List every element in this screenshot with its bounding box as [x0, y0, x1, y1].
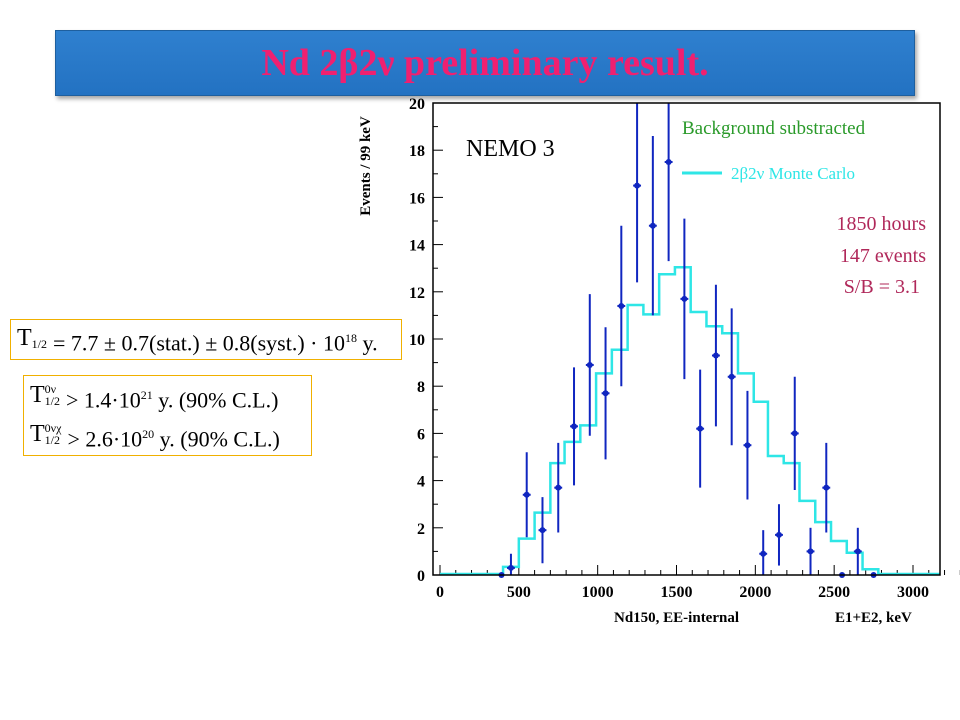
- limit-0v-value: > 1.4·10: [66, 387, 141, 413]
- limit-0vchi-symbol: T: [30, 421, 45, 447]
- limit-0v-superscript: 0ν: [44, 382, 57, 396]
- data-marker: [712, 352, 719, 359]
- limit-0vchi-subscript: 1/2: [44, 433, 61, 447]
- y-tick-label: 6: [417, 426, 425, 443]
- y-axis-label: Events / 99 keV: [358, 116, 374, 216]
- data-marker: [681, 295, 688, 302]
- data-point: [759, 530, 768, 575]
- y-tick-label: 14: [409, 238, 425, 255]
- data-point: [711, 284, 720, 427]
- x-tick-label: 1500: [661, 584, 693, 601]
- data-point: [727, 308, 736, 446]
- x-tick-label: 0: [436, 584, 444, 601]
- data-marker: [555, 484, 562, 491]
- data-point: [522, 452, 531, 538]
- background-note: Background substracted: [682, 118, 866, 139]
- x-tick-label: 1000: [582, 584, 614, 601]
- data-marker: [539, 527, 546, 534]
- experiment-label: NEMO 3: [466, 136, 555, 162]
- limit-0vchi-unit: y. (90% C.L.): [154, 426, 280, 452]
- limit-0v-exponent: 21: [140, 388, 153, 402]
- exposure-label: 1850 hours: [837, 213, 927, 235]
- data-point: [601, 327, 610, 460]
- limit-0v-subscript: 1/2: [44, 394, 61, 408]
- half-life-formula-box: T 0 1/2 = 7.7 ± 0.7(stat.) ± 0.8(syst.) …: [10, 319, 402, 360]
- data-marker: [728, 373, 735, 380]
- y-tick-label: 16: [409, 190, 425, 207]
- x-tick-label: 2500: [818, 584, 850, 601]
- signal-background-label: S/B = 3.1: [844, 276, 920, 298]
- data-point: [775, 504, 783, 566]
- limit-0v-symbol: T: [30, 382, 45, 408]
- data-marker: [586, 361, 593, 368]
- data-point: [853, 527, 862, 575]
- y-tick-label: 4: [417, 474, 425, 491]
- data-marker: [523, 491, 530, 498]
- y-tick-label: 18: [409, 143, 425, 160]
- half-life-value: = 7.7 ± 0.7(stat.) ± 0.8(syst.) · 10: [53, 330, 345, 356]
- limit-0v-unit: y. (90% C.L.): [152, 387, 279, 413]
- x-tick-label: 500: [507, 584, 531, 601]
- x-axis-label-left: Nd150, EE-internal: [614, 610, 739, 626]
- plot-frame: [432, 102, 941, 576]
- data-marker: [807, 548, 814, 555]
- data-point: [680, 218, 689, 380]
- data-marker: [854, 548, 861, 555]
- half-life-formula: T 0 1/2 = 7.7 ± 0.7(stat.) ± 0.8(syst.) …: [17, 324, 378, 357]
- data-point: [633, 103, 642, 283]
- data-marker: [744, 442, 751, 449]
- page-title: Nd 2β2ν preliminary result.: [261, 42, 709, 84]
- data-marker: [571, 423, 578, 430]
- x-tick-label: 3000: [897, 584, 929, 601]
- events-label: 147 events: [840, 245, 926, 267]
- data-marker: [602, 390, 609, 397]
- data-marker: [618, 302, 625, 309]
- data-point: [664, 103, 673, 262]
- title-banner: Nd 2β2ν preliminary result.: [55, 30, 915, 96]
- data-marker: [791, 430, 798, 437]
- limit-0vchi-formula: T 0νχ 1/2 > 2.6·1020 y. (90% C.L.): [30, 420, 280, 453]
- data-marker: [665, 159, 672, 165]
- data-point: [585, 294, 594, 436]
- data-point: [648, 136, 657, 316]
- mc-step-line: [440, 265, 940, 576]
- data-marker: [823, 484, 830, 491]
- data-marker: [775, 531, 782, 538]
- y-tick-label: 12: [409, 285, 425, 302]
- y-tick-label: 20: [409, 96, 425, 113]
- limit-0vchi-value: > 2.6·10: [67, 426, 143, 452]
- data-point: [570, 367, 578, 486]
- y-tick-label: 8: [417, 379, 425, 396]
- data-point: [790, 376, 799, 491]
- data-marker: [760, 550, 767, 557]
- data-point: [617, 225, 626, 387]
- data-point: [696, 369, 705, 488]
- x-axis-label-right: E1+E2, keV: [835, 610, 912, 626]
- limit-0vchi-superscript: 0νχ: [44, 421, 62, 435]
- legend-label-mc: 2β2ν Monte Carlo: [731, 164, 855, 183]
- data-marker: [634, 182, 641, 189]
- data-marker: [649, 222, 656, 229]
- y-tick-label: 10: [409, 332, 425, 349]
- data-point: [538, 497, 547, 564]
- data-point: [822, 442, 831, 533]
- data-marker: [697, 425, 704, 432]
- half-life-symbol: T: [17, 325, 32, 351]
- data-marker: [507, 564, 514, 571]
- limit-0v-formula: T 0ν 1/2 > 1.4·1021 y. (90% C.L.): [30, 381, 278, 414]
- data-point: [554, 442, 563, 533]
- y-tick-label: 0: [417, 568, 425, 585]
- limits-formula-box: T 0ν 1/2 > 1.4·1021 y. (90% C.L.) T 0νχ …: [23, 375, 312, 456]
- limit-0vchi-exponent: 20: [142, 427, 155, 441]
- x-tick-label: 2000: [739, 584, 771, 601]
- half-life-subscript: 1/2: [31, 337, 48, 351]
- data-point: [743, 390, 752, 500]
- data-point: [507, 553, 515, 575]
- half-life-exponent: 18: [345, 331, 357, 345]
- y-tick-label: 2: [417, 521, 425, 538]
- half-life-unit: y.: [357, 330, 378, 356]
- data-point: [806, 527, 815, 575]
